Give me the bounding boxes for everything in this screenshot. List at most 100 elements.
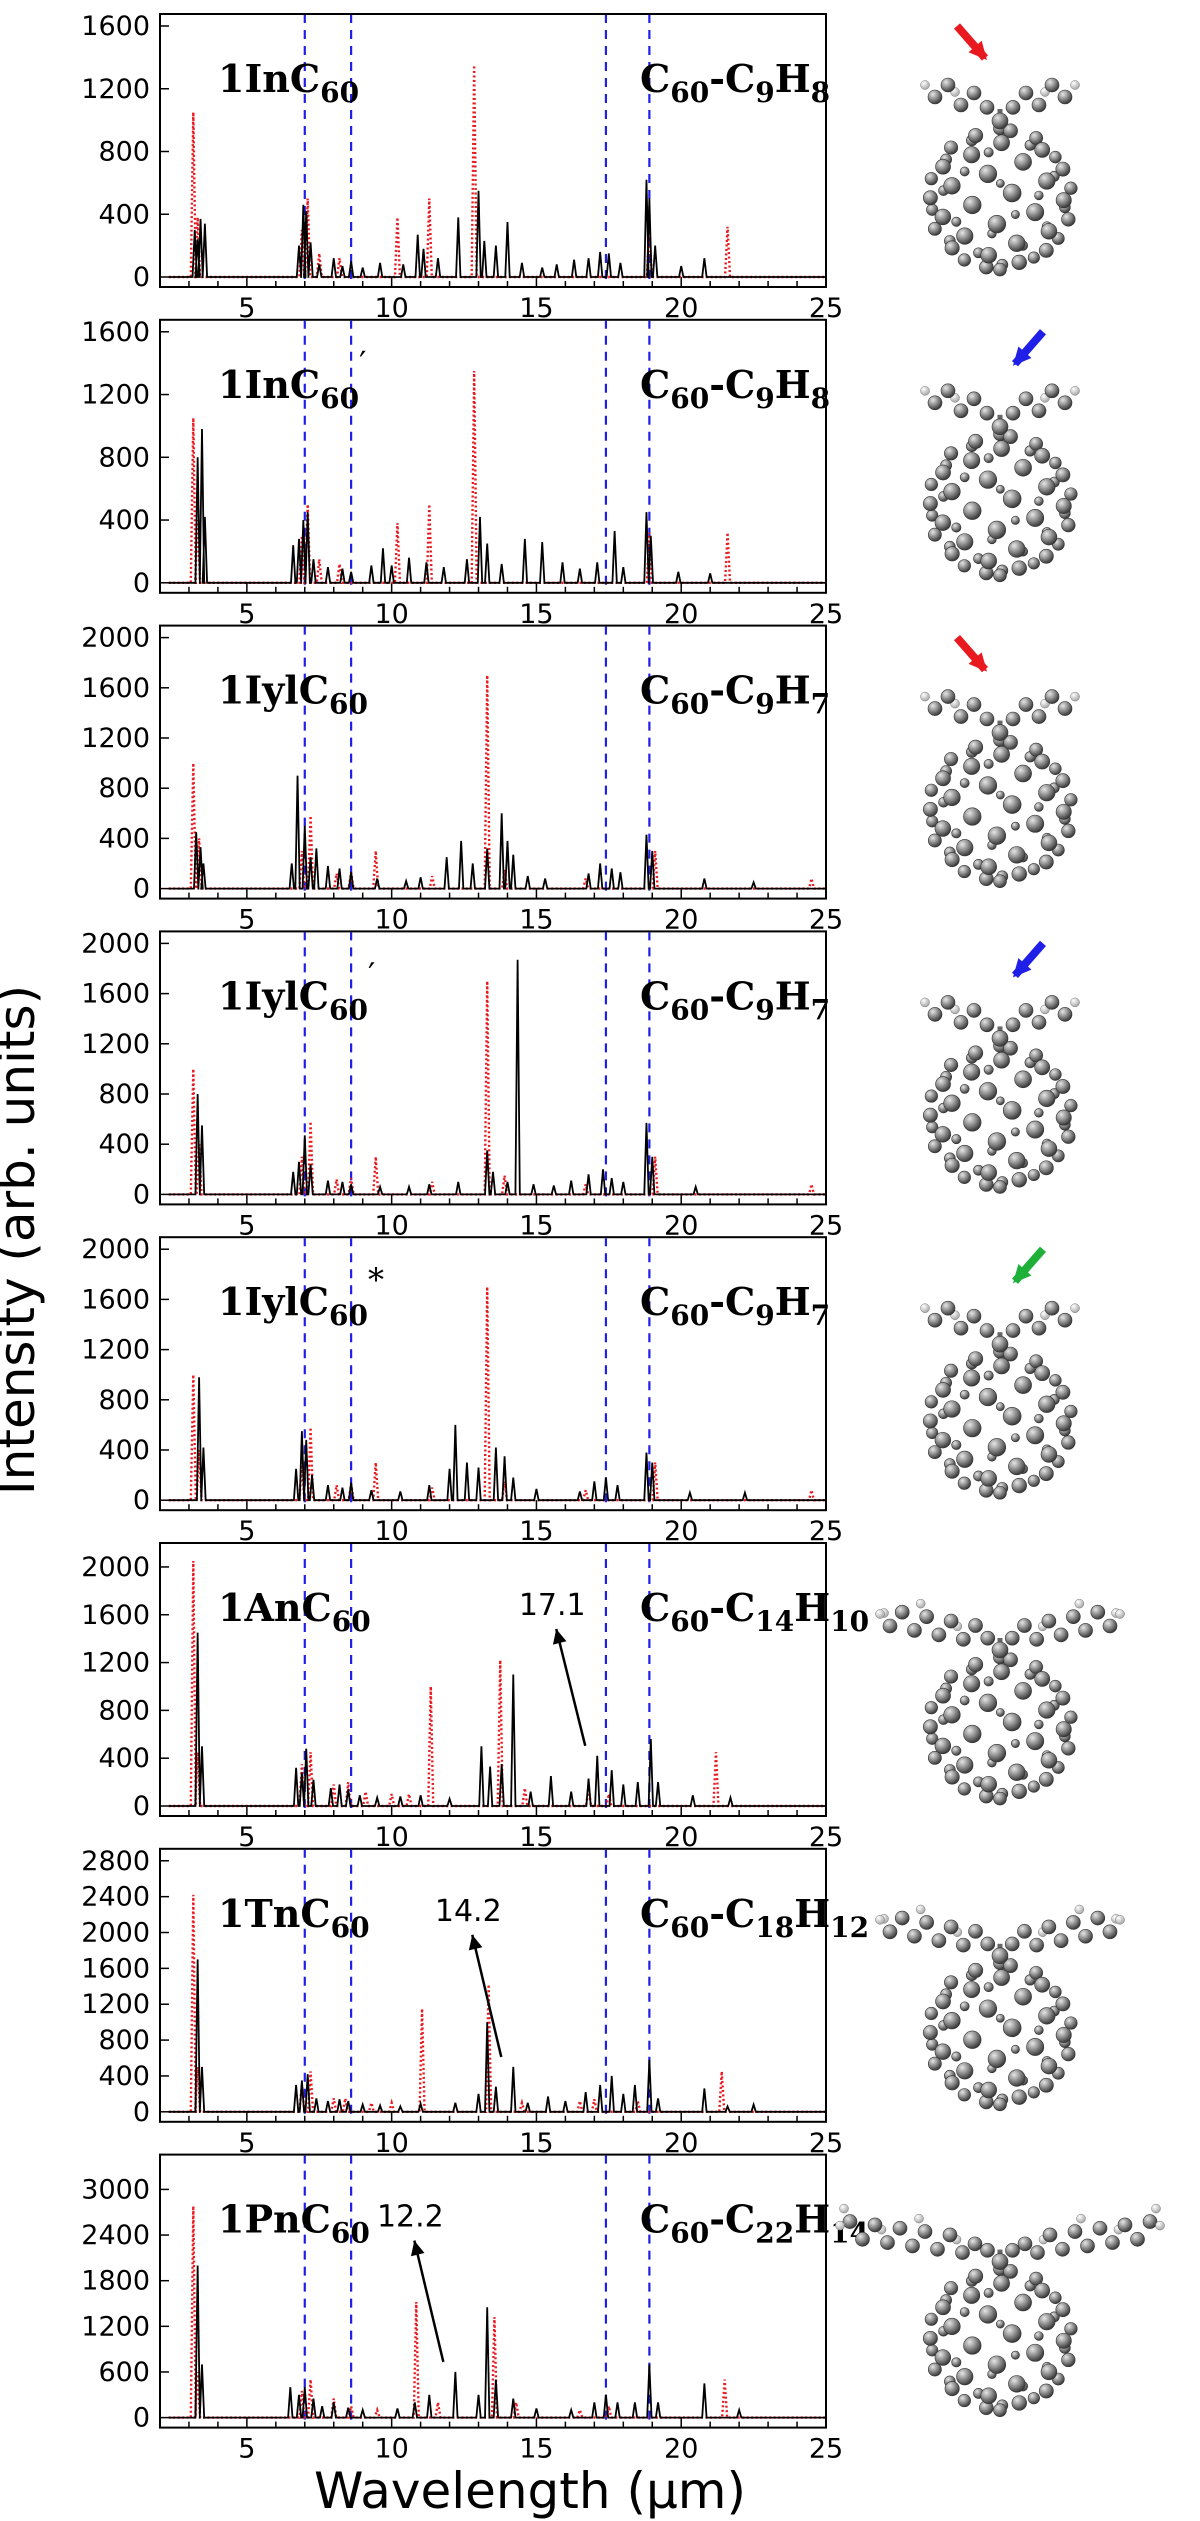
x-tick-label: 15 <box>519 2434 553 2465</box>
cage-atom <box>968 2268 984 2284</box>
hydrogen-atom <box>1151 2203 1161 2214</box>
cage-atom <box>1034 447 1051 464</box>
side-chain-atom <box>1053 1627 1069 1643</box>
cage-atom <box>1064 181 1078 195</box>
cage-atom <box>957 1476 971 1490</box>
side-chain-atom <box>979 1323 995 1338</box>
formula-part: H <box>794 2197 830 2242</box>
side-chain-atom <box>1029 1632 1044 1647</box>
cage-atom <box>1011 1783 1027 1800</box>
cage-atom <box>963 2030 982 2049</box>
cage-atom <box>1038 784 1056 802</box>
side-chain-atom <box>1005 711 1021 727</box>
cage-atom <box>987 826 1007 845</box>
y-tick-label: 400 <box>98 199 150 230</box>
cage-atom <box>1011 254 1027 271</box>
cage-atom <box>963 1419 982 1438</box>
cage-atom <box>993 2403 1007 2417</box>
cage-atom <box>1026 2038 1045 2056</box>
cage-atom <box>993 568 1007 583</box>
formula-part: -C <box>709 362 755 407</box>
cage-atom <box>1027 2086 1040 2099</box>
cage-atom <box>1055 498 1072 514</box>
formula-part: C <box>640 1279 670 1324</box>
y-tick-label: 1600 <box>81 979 150 1010</box>
side-chain-atom <box>968 1618 983 1633</box>
y-tick-label: 400 <box>98 1435 150 1466</box>
y-tick-label: 1200 <box>81 1648 150 1679</box>
side-chain-atom <box>919 1915 934 1930</box>
cage-atom <box>943 2317 961 2336</box>
y-tick-label: 1200 <box>81 1029 150 1060</box>
cage-atom <box>1049 1374 1062 1387</box>
cage-atom <box>963 1063 981 1081</box>
cage-atom <box>935 464 951 481</box>
y-tick-label: 1600 <box>81 1953 150 1984</box>
cage-atom <box>993 1663 1010 1681</box>
cage-atom <box>1008 1457 1026 1476</box>
formula-label: C60-C9H8 <box>640 362 830 415</box>
cage-atom <box>944 1463 960 1479</box>
cage-atom <box>934 2043 952 2060</box>
y-tick-label: 800 <box>98 1079 150 1110</box>
cage-atom <box>935 1993 951 2010</box>
side-chain-atom <box>966 391 982 407</box>
x-tick-label: 5 <box>238 2434 255 2465</box>
side-chain-atom <box>953 403 969 419</box>
cage-atom <box>944 1975 959 1990</box>
formula-part: -C <box>709 2197 755 2242</box>
hydrogen-atom <box>920 1303 930 1313</box>
cage-atom <box>956 2062 974 2080</box>
cage-atom <box>1014 2293 1032 2312</box>
y-tick-label: 800 <box>98 1385 150 1416</box>
cage-atom <box>935 158 951 175</box>
x-tick-label: 5 <box>238 293 255 324</box>
cage-atom <box>944 446 959 461</box>
cage-atom <box>927 1445 942 1459</box>
cage-atom <box>956 2368 974 2386</box>
cage-atom <box>995 1096 1005 1106</box>
cage-atom <box>1038 1466 1054 1482</box>
side-chain-atom <box>942 2227 958 2243</box>
cage-atom <box>968 1045 984 1061</box>
cage-atom <box>1003 429 1018 444</box>
cage-atom <box>963 1724 982 1744</box>
compound-name: 1IylC <box>218 973 329 1018</box>
cage-atom <box>1064 1710 1078 1724</box>
cage-atom <box>1038 478 1056 496</box>
y-tick-label: 1200 <box>81 380 150 411</box>
formula-label: C60-C9H8 <box>640 56 830 109</box>
cage-atom <box>1027 557 1040 570</box>
cage-atom <box>927 2362 942 2377</box>
compound-label: 1PnC60 <box>218 2197 370 2250</box>
cage-atom <box>951 1439 962 1450</box>
cage-atom <box>959 2307 970 2317</box>
formula-subscript: 8 <box>811 76 830 109</box>
molecule-illustration <box>920 329 1080 583</box>
plot-content <box>168 320 825 592</box>
linker-atom <box>991 1947 1009 1965</box>
cage-atom <box>1055 2332 1072 2349</box>
cage-atom <box>1026 2343 1045 2362</box>
plot-content <box>168 1544 825 1815</box>
site-arrow-head <box>968 652 987 672</box>
cage-atom <box>934 514 952 531</box>
y-tick-label: 0 <box>133 1179 150 1210</box>
cage-atom <box>1049 1985 1062 1999</box>
y-tick-label: 1800 <box>81 2266 150 2297</box>
plot-frame <box>159 318 827 594</box>
side-chain-atom <box>1044 995 1060 1010</box>
cage-atom <box>1027 1474 1040 1487</box>
cage-atom <box>1014 1682 1032 1700</box>
cage-atom <box>983 758 994 769</box>
hydrogen-atom <box>920 386 930 396</box>
cage-atom <box>924 1089 938 1103</box>
cage-atom <box>1055 1109 1072 1126</box>
y-tick-label: 1200 <box>81 2311 150 2342</box>
cage-atom <box>980 552 997 570</box>
cage-atom <box>978 470 998 489</box>
cage-atom <box>1040 834 1058 852</box>
y-tick-label: 2400 <box>81 2220 150 2251</box>
cage-atom <box>963 1981 981 1999</box>
